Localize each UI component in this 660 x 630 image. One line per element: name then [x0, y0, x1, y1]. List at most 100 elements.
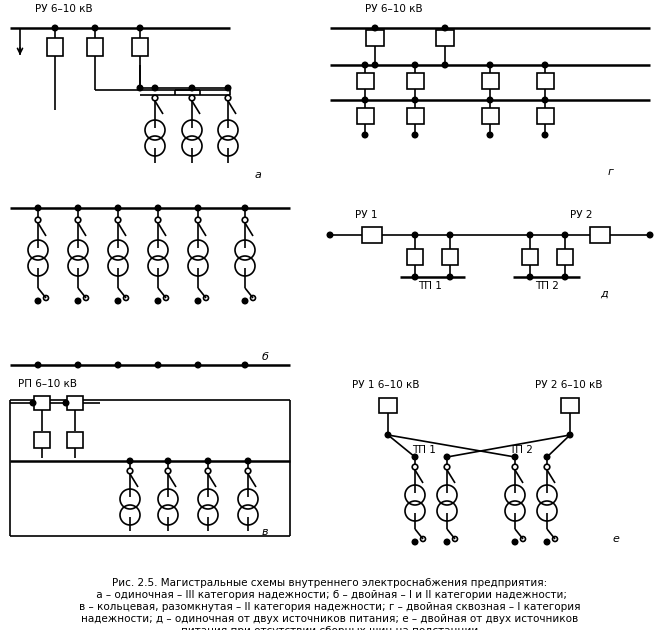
- Circle shape: [205, 458, 211, 464]
- Circle shape: [189, 85, 195, 91]
- Circle shape: [195, 298, 201, 304]
- Bar: [537, 73, 554, 89]
- Circle shape: [92, 25, 98, 31]
- Bar: [590, 227, 610, 243]
- Circle shape: [155, 298, 161, 304]
- Text: б: б: [262, 352, 269, 362]
- Text: е: е: [612, 534, 619, 544]
- Circle shape: [543, 62, 548, 68]
- Circle shape: [512, 539, 518, 545]
- Bar: [379, 398, 397, 413]
- Circle shape: [327, 232, 333, 238]
- Circle shape: [527, 232, 533, 238]
- Circle shape: [487, 97, 493, 103]
- Circle shape: [543, 97, 548, 103]
- Text: ТП 2: ТП 2: [535, 281, 559, 291]
- Circle shape: [115, 205, 121, 211]
- Circle shape: [412, 232, 418, 238]
- Bar: [537, 108, 554, 124]
- Circle shape: [137, 85, 143, 91]
- Circle shape: [63, 400, 69, 406]
- Text: РУ 6–10 кВ: РУ 6–10 кВ: [35, 4, 92, 14]
- Circle shape: [487, 62, 493, 68]
- Circle shape: [412, 454, 418, 460]
- Circle shape: [137, 25, 143, 31]
- Circle shape: [544, 454, 550, 460]
- Bar: [67, 432, 83, 448]
- Text: в – кольцевая, разомкнутая – II категория надежности; г – двойная сквозная – I к: в – кольцевая, разомкнутая – II категори…: [79, 602, 581, 612]
- Circle shape: [75, 362, 81, 368]
- Circle shape: [246, 458, 251, 464]
- Circle shape: [75, 298, 81, 304]
- Circle shape: [155, 362, 161, 368]
- Bar: [356, 73, 374, 89]
- Circle shape: [35, 205, 41, 211]
- Circle shape: [362, 132, 368, 138]
- Text: РП 6–10 кВ: РП 6–10 кВ: [18, 379, 77, 389]
- Bar: [522, 249, 538, 265]
- Circle shape: [165, 458, 171, 464]
- Bar: [87, 38, 103, 56]
- Text: а: а: [255, 170, 262, 180]
- Circle shape: [543, 132, 548, 138]
- Circle shape: [362, 97, 368, 103]
- Circle shape: [115, 362, 121, 368]
- Circle shape: [544, 539, 550, 545]
- Text: РУ 1 6–10 кВ: РУ 1 6–10 кВ: [352, 380, 420, 390]
- Circle shape: [444, 454, 450, 460]
- Circle shape: [372, 25, 378, 31]
- Bar: [407, 73, 424, 89]
- Text: РУ 6–10 кВ: РУ 6–10 кВ: [365, 4, 422, 14]
- Circle shape: [412, 97, 418, 103]
- Text: д: д: [600, 289, 608, 299]
- Text: а – одиночная – III категория надежности; б – двойная – I и II категории надежно: а – одиночная – III категория надежности…: [93, 590, 567, 600]
- Circle shape: [35, 362, 41, 368]
- Circle shape: [412, 62, 418, 68]
- Circle shape: [372, 62, 378, 68]
- Circle shape: [527, 274, 533, 280]
- Circle shape: [225, 85, 231, 91]
- Text: ТП 1: ТП 1: [418, 281, 442, 291]
- Bar: [34, 432, 50, 448]
- Text: надежности; д – одиночная от двух источников питания; е – двойная от двух источн: надежности; д – одиночная от двух источн…: [81, 614, 579, 624]
- Text: РУ 2: РУ 2: [570, 210, 593, 220]
- Circle shape: [447, 274, 453, 280]
- Bar: [34, 396, 50, 410]
- Circle shape: [567, 432, 573, 438]
- Bar: [407, 108, 424, 124]
- Circle shape: [242, 362, 248, 368]
- Circle shape: [75, 205, 81, 211]
- Circle shape: [442, 62, 447, 68]
- Circle shape: [385, 432, 391, 438]
- Text: РУ 2 6–10 кВ: РУ 2 6–10 кВ: [535, 380, 603, 390]
- Text: в: в: [262, 527, 269, 537]
- Bar: [561, 398, 579, 413]
- Bar: [407, 249, 423, 265]
- Bar: [482, 73, 498, 89]
- Bar: [47, 38, 63, 56]
- Circle shape: [562, 274, 568, 280]
- Text: РУ 1: РУ 1: [355, 210, 378, 220]
- Bar: [442, 249, 458, 265]
- Circle shape: [444, 539, 450, 545]
- Circle shape: [195, 362, 201, 368]
- Circle shape: [242, 298, 248, 304]
- Circle shape: [35, 298, 41, 304]
- Bar: [132, 38, 148, 56]
- Circle shape: [362, 62, 368, 68]
- Circle shape: [242, 205, 248, 211]
- Circle shape: [115, 298, 121, 304]
- Circle shape: [412, 274, 418, 280]
- Bar: [366, 30, 384, 46]
- Circle shape: [447, 232, 453, 238]
- Circle shape: [155, 205, 161, 211]
- Bar: [356, 108, 374, 124]
- Text: г: г: [608, 167, 614, 177]
- Bar: [67, 396, 83, 410]
- Text: Рис. 2.5. Магистральные схемы внутреннего электроснабжения предприятия:: Рис. 2.5. Магистральные схемы внутреннег…: [112, 578, 548, 588]
- Circle shape: [487, 132, 493, 138]
- Circle shape: [52, 25, 58, 31]
- Text: ТП 1: ТП 1: [412, 445, 436, 455]
- Circle shape: [412, 132, 418, 138]
- Bar: [436, 30, 454, 46]
